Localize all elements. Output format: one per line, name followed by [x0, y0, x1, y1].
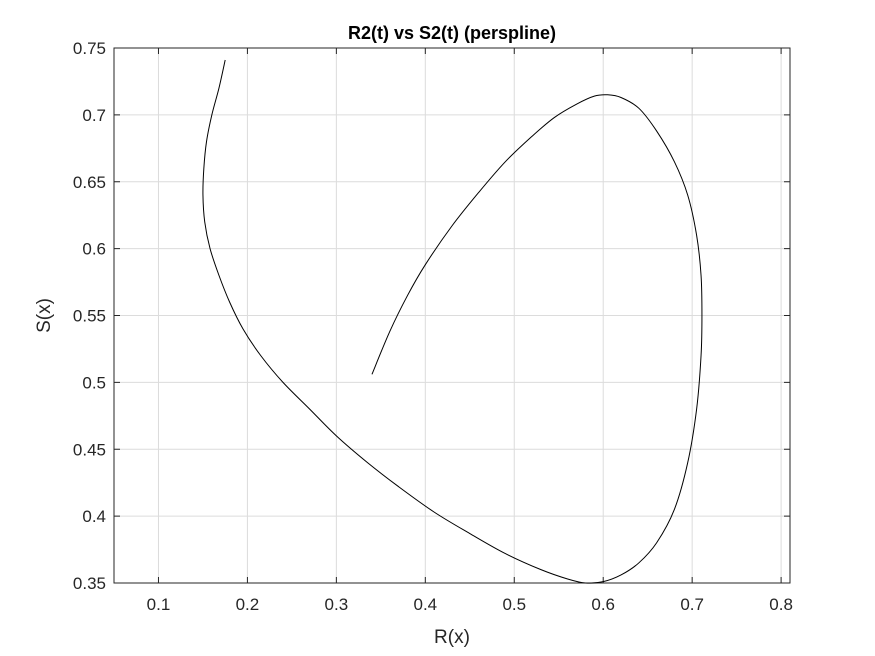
- tick-labels: 0.1 0.2 0.3 0.4 0.5 0.6 0.7 0.8 0.35 0.4 0.45 0.5 0.…: [73, 39, 793, 614]
- x-axis-label: R(x): [434, 627, 470, 648]
- x-tick-label: 0.6: [591, 595, 615, 614]
- ticks: [114, 47, 790, 584]
- x-tick-label: 0.1: [147, 595, 171, 614]
- x-tick-label: 0.4: [413, 595, 437, 614]
- y-tick-label: 0.4: [82, 507, 106, 526]
- y-tick-label: 0.5: [82, 373, 106, 392]
- y-tick-label: 0.65: [73, 173, 106, 192]
- x-tick-label: 0.3: [325, 595, 349, 614]
- chart-title: R2(t) vs S2(t) (perspline): [348, 23, 556, 43]
- y-axis-label: S(x): [34, 298, 55, 333]
- y-tick-label: 0.55: [73, 307, 106, 326]
- x-tick-label: 0.7: [680, 595, 704, 614]
- series-line: [202, 59, 703, 584]
- x-tick-label: 0.2: [236, 595, 260, 614]
- y-tick-label: 0.75: [73, 39, 106, 58]
- x-tick-label: 0.8: [769, 595, 793, 614]
- series-layer: [202, 59, 703, 584]
- y-tick-label: 0.35: [73, 574, 106, 593]
- y-tick-label: 0.45: [73, 440, 106, 459]
- y-tick-label: 0.7: [82, 106, 106, 125]
- x-tick-label: 0.5: [502, 595, 526, 614]
- y-tick-label: 0.6: [82, 240, 106, 259]
